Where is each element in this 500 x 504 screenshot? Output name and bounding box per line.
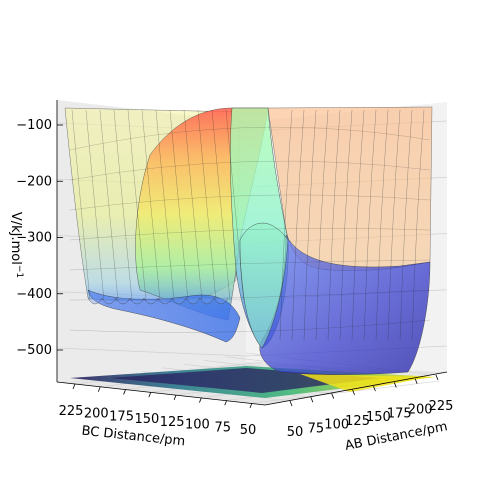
z-tick-label: −100: [16, 118, 52, 133]
z-tick-label: −500: [16, 343, 52, 358]
bc-tick-mark: [249, 402, 253, 409]
ab-tick-mark: [373, 385, 376, 392]
left-pane-gridline: [56, 347, 247, 357]
bc-tick-label: 150: [134, 412, 159, 427]
z-tick-label: −200: [16, 174, 52, 189]
surface-wire: [339, 109, 353, 341]
surface-wire: [69, 259, 431, 271]
surface-well-edge: [87, 297, 229, 305]
floor-gridline: [251, 380, 441, 404]
ab-tick-label: 100: [324, 418, 349, 433]
bc-axis-line: [56, 381, 266, 406]
bc-tick-label: 125: [160, 415, 185, 430]
surface-wire: [327, 109, 341, 341]
surface-wire: [69, 319, 431, 333]
surface-wire: [69, 228, 431, 241]
surface-saddle: [239, 222, 289, 349]
ab-tick-mark: [331, 393, 335, 399]
z-axis-label: V/kJ.mol−1: [8, 212, 24, 278]
surface-wire: [387, 109, 401, 341]
ab-tick-mark: [352, 389, 355, 396]
bc-tick-label: 50: [240, 423, 257, 438]
surface-wire: [315, 109, 329, 341]
surface-wire: [291, 109, 305, 341]
surface-wire: [279, 109, 293, 341]
surface-wire: [69, 194, 431, 211]
ab-tick-label: 175: [387, 406, 412, 421]
surface-wire: [69, 160, 431, 181]
surface-wire: [363, 109, 377, 341]
surface-wire: [411, 109, 425, 341]
bc-tick-mark: [123, 389, 126, 395]
z-tick-label: −300: [16, 231, 52, 246]
ab-tick-label: 200: [408, 403, 433, 418]
bc-tick-label: 175: [109, 409, 134, 424]
ab-tick-label: 125: [345, 414, 370, 429]
surface-wire: [375, 109, 389, 341]
bc-tick-label: 75: [214, 420, 231, 435]
bc-tick-label: 200: [84, 407, 109, 422]
z-axis: −100 −200 −300 −400 −500 V/kJ.mol−1: [8, 100, 63, 382]
z-tick-label: −400: [16, 287, 52, 302]
ab-tick-mark: [414, 378, 418, 384]
surface-wireframe: [69, 109, 431, 341]
bc-tick-mark: [97, 386, 101, 392]
ab-axis-line: [264, 371, 448, 406]
bc-tick-label: 225: [59, 404, 84, 419]
potential-surface: [64, 106, 433, 375]
surface-wire: [351, 109, 365, 341]
ab-tick-mark: [393, 382, 397, 388]
ab-tick-mark: [289, 400, 293, 407]
surface-wire: [69, 127, 431, 151]
floor-contour-yellow: [300, 374, 430, 392]
ab-tick-label: 50: [287, 425, 304, 440]
surface-wire: [399, 109, 413, 341]
bc-tick-label: 100: [185, 418, 210, 433]
bc-tick-mark: [72, 383, 76, 390]
bc-tick-mark: [224, 400, 228, 406]
ab-tick-label: 150: [366, 410, 391, 425]
ab-tick-label: 75: [308, 421, 325, 436]
ab-tick-label: 225: [429, 399, 454, 414]
ab-tick-mark: [435, 374, 439, 381]
surface-wire: [303, 109, 317, 341]
bc-tick-mark: [148, 391, 152, 398]
bc-tick-mark: [199, 397, 202, 403]
ab-tick-mark: [310, 397, 314, 403]
bc-tick-mark: [173, 394, 177, 401]
